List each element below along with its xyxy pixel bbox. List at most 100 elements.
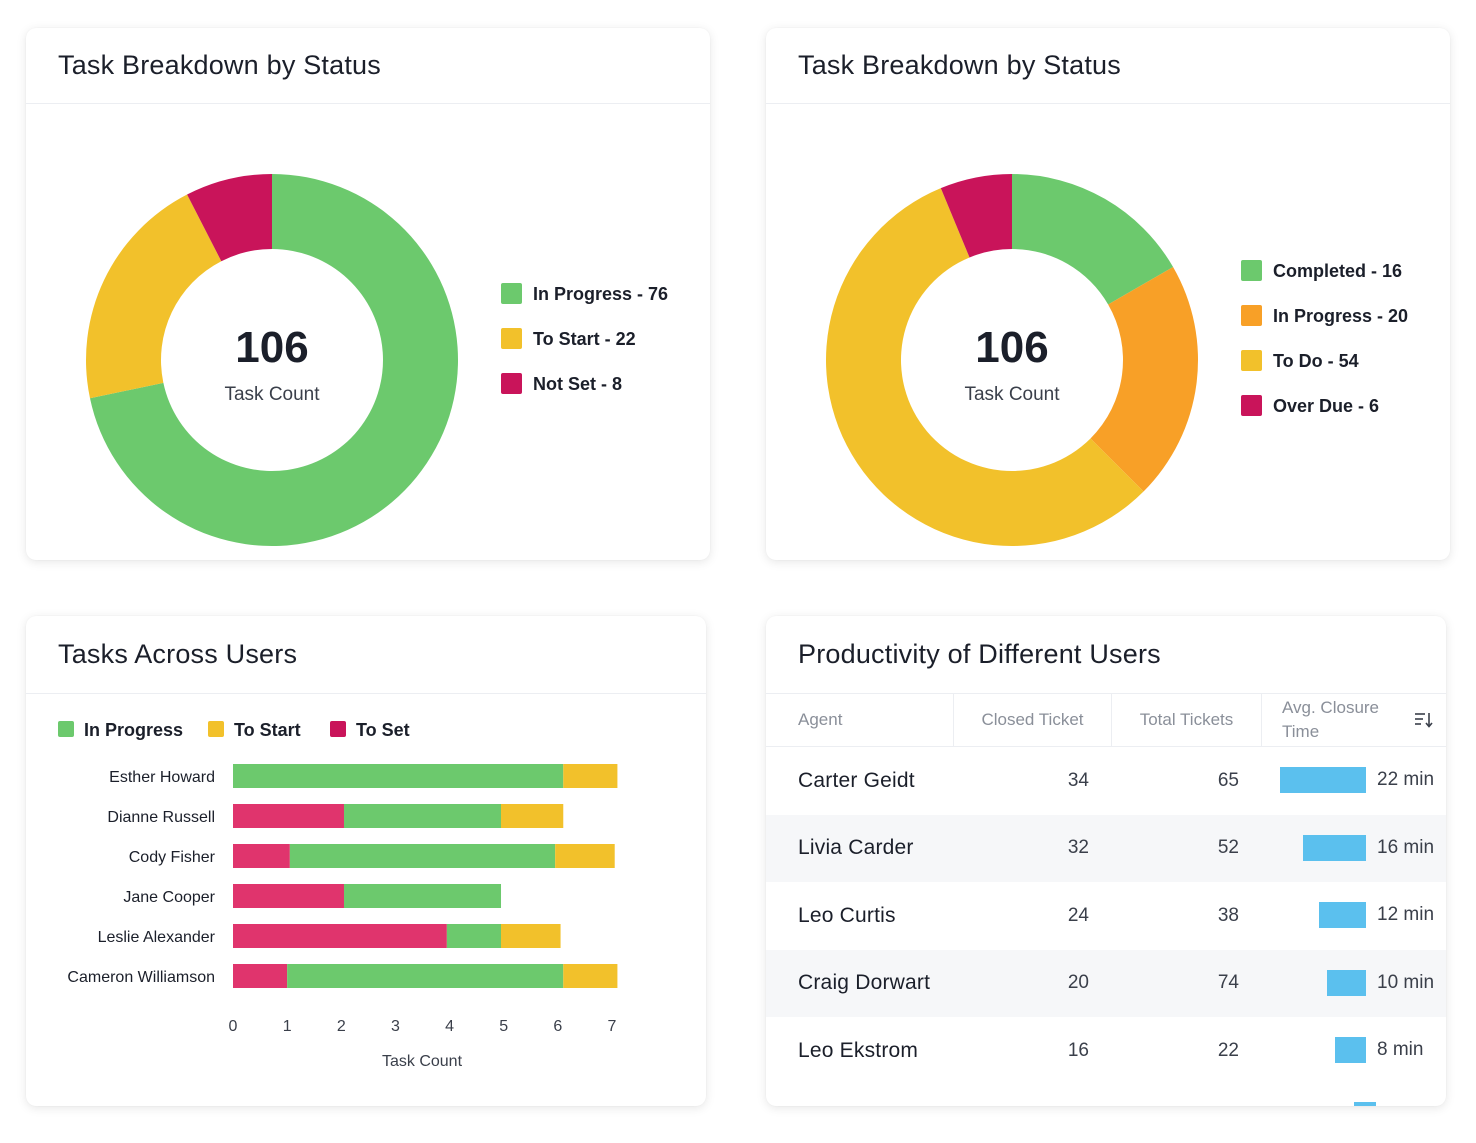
closure-time-bar <box>1303 834 1366 861</box>
table-row[interactable]: Craig Dorwart 20 74 10 min <box>766 949 1446 1017</box>
legend-swatch-not-set <box>501 373 522 394</box>
bar-dianne-russell-to-set <box>233 804 344 828</box>
table-bar-peek <box>1354 1102 1376 1106</box>
category-label-leslie-alexander: Leslie Alexander <box>98 929 216 946</box>
productivity-card: Productivity of Different Users Agent Cl… <box>766 616 1446 1106</box>
category-label-cameron-williamson: Cameron Williamson <box>67 969 215 986</box>
category-label-dianne-russell: Dianne Russell <box>107 809 215 826</box>
card-title: Task Breakdown by Status <box>798 50 1121 80</box>
column-header-agent[interactable]: Agent <box>766 694 954 746</box>
tasks-across-users-card: Tasks Across Users In Progress To Start To… <box>26 616 706 1106</box>
bar-cody-fisher-to-set <box>233 844 290 868</box>
bar-esther-howard-in-progress <box>233 764 564 788</box>
x-tick-label-0: 0 <box>229 1018 238 1035</box>
bar-esther-howard-to-start <box>563 764 618 788</box>
x-tick-label-1: 1 <box>283 1018 292 1035</box>
closure-time-value: 8 min <box>1377 1039 1424 1060</box>
donut-center-label: Task Count <box>224 384 320 405</box>
x-tick-label-2: 2 <box>337 1018 346 1035</box>
card-header: Task Breakdown by Status <box>766 28 1450 104</box>
stacked-bar-chart: In Progress To Start To Set Esther Howard Di… <box>58 720 618 1070</box>
bar-cody-fisher-to-start <box>555 844 615 868</box>
legend-label-to-start: To Start - 22 <box>533 329 636 349</box>
legend-swatch-over-due <box>1241 395 1262 416</box>
donut-slice-to-do <box>825 188 1144 546</box>
bar-leslie-alexander-to-set <box>233 924 447 948</box>
card-header: Task Breakdown by Status <box>26 28 710 104</box>
donut-chart-2: 106 Task Count Completed - 16 In Progress -… <box>825 174 1408 546</box>
closed-ticket-value: 24 <box>1067 904 1089 926</box>
closure-time-bar <box>1326 969 1366 996</box>
closure-time-bar <box>1280 767 1366 793</box>
agent-name: Livia Carder <box>798 836 914 859</box>
table-row[interactable]: Leo Curtis 24 38 12 min <box>766 882 1446 949</box>
donut-slice-completed <box>1012 174 1174 305</box>
closed-ticket-value: 34 <box>1067 769 1089 791</box>
column-header-total-tickets[interactable]: Total Tickets <box>1112 694 1262 746</box>
legend-label-not-set: Not Set - 8 <box>533 374 622 394</box>
legend-label-over-due: Over Due - 6 <box>1273 396 1379 416</box>
legend-swatch-in-progress <box>501 283 522 304</box>
bar-leslie-alexander-to-start <box>501 924 561 948</box>
legend-swatch-in-progress <box>58 721 74 737</box>
donut-slice-to-start <box>86 194 222 399</box>
donut-center-value: 106 <box>235 323 308 372</box>
legend-swatch-in-progress <box>1241 305 1262 326</box>
table-header: Agent Closed Ticket Total Tickets Avg. C… <box>766 694 1446 747</box>
sort-icon[interactable] <box>1414 711 1434 729</box>
card-title: Tasks Across Users <box>58 639 298 669</box>
closure-time-value: 12 min <box>1377 904 1435 925</box>
table-row[interactable]: Carter Geidt 34 65 22 min <box>766 747 1446 814</box>
x-tick-label-7: 7 <box>608 1018 617 1035</box>
donut-slice-in-progress <box>89 174 458 546</box>
legend-swatch-completed <box>1241 260 1262 281</box>
column-header-avg-closure-time[interactable]: Avg. Closure Time <box>1262 694 1446 746</box>
donut-center-label: Task Count <box>964 384 1060 405</box>
bar-leslie-alexander-in-progress <box>446 924 502 948</box>
agent-name: Leo Curtis <box>798 903 896 927</box>
donut-center-value: 106 <box>975 323 1048 372</box>
category-label-esther-howard: Esther Howard <box>109 769 215 786</box>
legend-label-to-set: To Set <box>356 720 410 740</box>
legend-label-to-do: To Do - 54 <box>1273 351 1359 371</box>
donut-chart-1: 106 Task Count In Progress - 76 To Start - … <box>86 174 668 546</box>
closure-time-value: 22 min <box>1377 769 1435 790</box>
donut-slice-in-progress <box>1090 267 1198 492</box>
bar-dianne-russell-to-start <box>501 804 564 828</box>
closure-time-value: 16 min <box>1377 836 1435 858</box>
x-axis-label: Task Count <box>382 1053 463 1070</box>
donut-slice-not-set <box>187 174 272 262</box>
table-row[interactable]: Livia Carder 32 52 16 min <box>766 814 1446 882</box>
x-tick-label-5: 5 <box>499 1018 508 1035</box>
column-header-closed-ticket[interactable]: Closed Ticket <box>954 694 1112 746</box>
total-tickets-value: 22 <box>1217 1039 1239 1061</box>
legend-swatch-to-set <box>330 721 346 737</box>
closure-time-bar <box>1319 902 1366 928</box>
status-donut-card-2: Task Breakdown by Status 106 Task Count Co… <box>766 28 1450 560</box>
closed-ticket-value: 16 <box>1067 1039 1089 1061</box>
bar-cameron-williamson-to-set <box>233 964 288 988</box>
bar-cody-fisher-in-progress <box>289 844 556 868</box>
legend-swatch-to-start <box>208 721 224 737</box>
card-title: Productivity of Different Users <box>798 639 1161 669</box>
donut-slice-over-due <box>940 174 1012 258</box>
legend-label-to-start: To Start <box>234 720 301 740</box>
bar-dianne-russell-in-progress <box>343 804 502 828</box>
agent-name: Carter Geidt <box>798 768 915 792</box>
card-title: Task Breakdown by Status <box>58 50 381 80</box>
agent-name: Craig Dorwart <box>798 971 931 994</box>
bar-cameron-williamson-to-start <box>563 964 618 988</box>
legend-swatch-to-do <box>1241 350 1262 371</box>
total-tickets-value: 74 <box>1217 972 1239 993</box>
total-tickets-value: 65 <box>1217 769 1239 791</box>
agent-name: Leo Ekstrom <box>798 1038 919 1062</box>
total-tickets-value: 52 <box>1217 837 1239 858</box>
closure-time-bar <box>1334 1037 1366 1063</box>
legend-label-in-progress: In Progress <box>84 720 183 740</box>
table-row[interactable]: Leo Ekstrom 16 22 8 min <box>766 1017 1446 1084</box>
closed-ticket-value: 32 <box>1067 837 1089 858</box>
closed-ticket-value: 20 <box>1067 972 1089 993</box>
legend-swatch-to-start <box>501 328 522 349</box>
bar-jane-cooper-in-progress <box>343 884 502 908</box>
category-label-jane-cooper: Jane Cooper <box>123 889 215 906</box>
